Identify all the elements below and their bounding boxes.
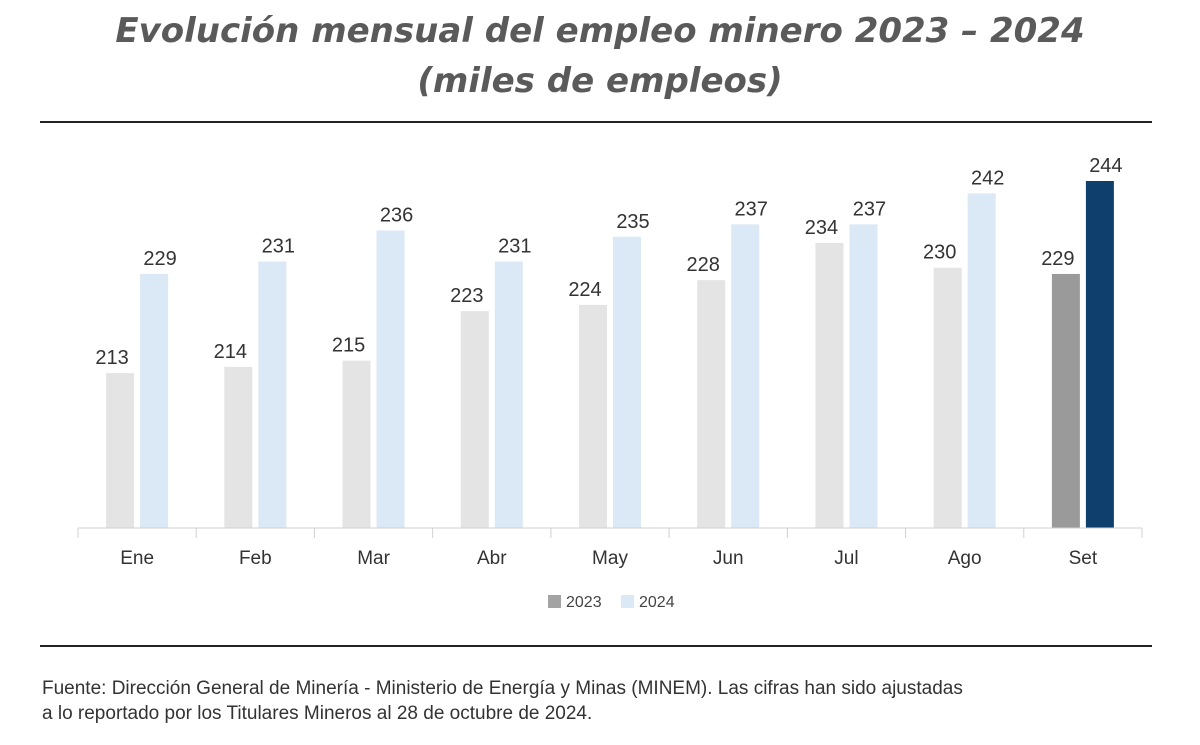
bar-2023-jul xyxy=(815,242,844,529)
legend-label-2023: 2023 xyxy=(566,594,602,611)
bar-chart: 213 229 214 231 215 236 223 231 224 235 228 237 234 2… xyxy=(77,155,1143,611)
source-note-line-2: a lo reportado por los Titulares Mineros… xyxy=(42,703,593,724)
bar-2024-mar xyxy=(376,230,405,528)
bar-2023-ago xyxy=(933,267,962,528)
data-label-2023-may: 224 xyxy=(568,279,601,301)
bar-2023-mar xyxy=(342,360,371,528)
data-label-2023-ago: 230 xyxy=(923,242,956,264)
x-tick-label-jul: Jul xyxy=(834,548,858,569)
bar-2023-set xyxy=(1051,273,1080,528)
x-tick-label-mar: Mar xyxy=(357,548,390,569)
x-tick-label-ago: Ago xyxy=(948,548,982,569)
bottom-divider xyxy=(40,645,1152,647)
x-tick-label-set: Set xyxy=(1069,548,1098,569)
value-labels-group: 213 229 214 231 215 236 223 231 224 235 228 237 234 2… xyxy=(95,155,1122,369)
bar-2024-feb xyxy=(258,261,287,528)
data-label-2024-set: 244 xyxy=(1089,155,1122,177)
data-label-2023-mar: 215 xyxy=(332,335,365,357)
chart-title-line-2: (miles de empleos) xyxy=(417,61,783,101)
data-label-2024-mar: 236 xyxy=(380,205,413,227)
data-label-2023-ene: 213 xyxy=(95,347,128,369)
legend-swatch-2024 xyxy=(621,595,634,608)
bar-2024-set xyxy=(1085,180,1114,528)
legend: 2023 2024 xyxy=(548,594,675,611)
data-label-2024-ene: 229 xyxy=(143,248,176,270)
x-tick-label-feb: Feb xyxy=(239,548,272,569)
x-tick-label-may: May xyxy=(592,548,628,569)
legend-swatch-2023 xyxy=(548,595,561,608)
bar-2023-feb xyxy=(224,366,253,528)
data-label-2023-jun: 228 xyxy=(687,254,720,276)
data-label-2024-abr: 231 xyxy=(498,236,531,258)
x-tick-label-jun: Jun xyxy=(713,548,744,569)
x-tick-label-abr: Abr xyxy=(477,548,507,569)
data-label-2023-set: 229 xyxy=(1041,248,1074,270)
bar-2023-may xyxy=(579,304,607,528)
legend-label-2024: 2024 xyxy=(639,594,675,611)
source-note-line-1: Fuente: Dirección General de Minería - M… xyxy=(42,678,963,699)
source-note: Fuente: Dirección General de Minería - M… xyxy=(42,676,1162,726)
bars-group xyxy=(106,180,1114,529)
data-label-2023-jul: 234 xyxy=(805,217,838,239)
x-tick-label-ene: Ene xyxy=(120,548,154,569)
chart-title: Evolución mensual del empleo minero 2023… xyxy=(0,6,1200,106)
top-divider xyxy=(40,121,1152,123)
data-label-2024-may: 235 xyxy=(616,211,649,233)
bar-2023-ene xyxy=(106,373,135,528)
data-label-2024-feb: 231 xyxy=(262,236,295,258)
chart-title-line-1: Evolución mensual del empleo minero 2023… xyxy=(115,11,1085,51)
bar-2024-may xyxy=(613,236,641,528)
bar-2024-ene xyxy=(140,273,169,528)
bar-2024-abr xyxy=(494,261,523,528)
data-label-2023-abr: 223 xyxy=(450,285,483,307)
bar-2024-jun xyxy=(731,224,760,528)
x-axis: Ene Feb Mar Abr May Jun Jul Ago Set xyxy=(77,527,1143,569)
data-label-2024-jun: 237 xyxy=(735,198,768,220)
data-label-2024-ago: 242 xyxy=(971,167,1004,189)
bar-2023-abr xyxy=(460,311,489,528)
data-label-2023-feb: 214 xyxy=(214,341,247,363)
bar-2024-ago xyxy=(967,193,996,528)
bar-2023-jun xyxy=(697,280,726,528)
bar-2024-jul xyxy=(849,224,878,528)
data-label-2024-jul: 237 xyxy=(853,198,886,220)
